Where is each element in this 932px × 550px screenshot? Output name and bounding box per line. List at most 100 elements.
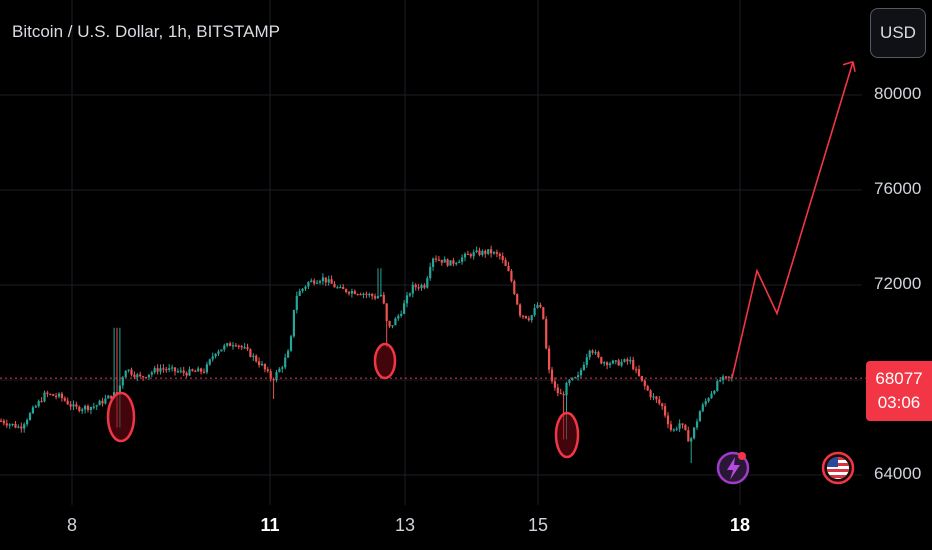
candle-body	[356, 294, 359, 296]
candle-body	[632, 359, 635, 370]
currency-button[interactable]: USD	[870, 8, 926, 58]
time-tick-11: 11	[260, 515, 280, 535]
candle-body	[458, 261, 461, 263]
candle-body	[408, 293, 411, 296]
candle-body	[434, 258, 438, 260]
candle-body	[133, 374, 136, 378]
candle-body	[330, 279, 333, 284]
candle-body	[266, 369, 269, 372]
current-price-tag: 68077 03:06	[866, 361, 932, 421]
arrowhead-stroke	[852, 61, 856, 72]
candle-body	[14, 423, 17, 428]
candle-body	[362, 293, 365, 295]
candle-body	[400, 313, 403, 316]
candle-body	[530, 315, 533, 321]
highlight-circle	[106, 391, 136, 443]
candle-body	[240, 345, 243, 348]
candle-body	[5, 423, 8, 426]
candle-body	[289, 336, 293, 351]
candle-body	[626, 359, 629, 362]
candle-body	[469, 254, 472, 257]
price-tick-76000: 76000	[874, 179, 922, 198]
candle-body	[669, 424, 672, 430]
candle-body	[287, 350, 290, 358]
candle-body	[516, 294, 519, 305]
candle-body	[608, 363, 612, 366]
candle-body	[194, 370, 197, 373]
candle-body	[316, 282, 319, 284]
time-tick-18: 18	[729, 515, 751, 535]
candle-body	[481, 250, 484, 256]
candle-body	[272, 379, 275, 381]
candle-body	[617, 360, 620, 366]
candle-body	[57, 393, 61, 397]
candle-body	[600, 357, 603, 364]
candle-body	[284, 357, 287, 368]
candle-body	[713, 390, 716, 394]
candle-body	[690, 438, 693, 442]
candle-body	[603, 362, 606, 364]
candle-body	[417, 287, 420, 289]
candle-body	[374, 296, 377, 299]
candle-body	[255, 355, 258, 362]
candle-body	[548, 348, 551, 370]
candle-body	[159, 368, 162, 372]
candle-body	[524, 315, 527, 319]
candle-body	[171, 367, 174, 369]
candle-body	[724, 376, 728, 378]
grid-lines	[0, 0, 862, 505]
candle-body	[136, 374, 139, 378]
candle-body	[507, 265, 510, 271]
candle-body	[304, 286, 307, 289]
candle-body	[37, 400, 40, 407]
candle-body	[333, 283, 336, 288]
candle-body	[490, 249, 493, 254]
candle-body	[620, 361, 623, 366]
candle-body	[84, 405, 87, 410]
candle-body	[342, 287, 345, 290]
candle-body	[336, 287, 339, 289]
candle-body	[559, 392, 562, 395]
candle-body	[652, 396, 655, 398]
candle-body	[722, 376, 725, 381]
candle-body	[246, 347, 249, 350]
candle-body	[521, 315, 525, 317]
candle-body	[684, 424, 687, 431]
candle-body	[719, 380, 722, 382]
candle-body	[345, 289, 348, 293]
candle-body	[162, 368, 165, 370]
candle-body	[292, 309, 295, 337]
us-flag-event-icon[interactable]	[821, 451, 855, 485]
candle-body	[649, 390, 652, 398]
candle-body	[23, 424, 26, 429]
candle-body	[234, 345, 237, 347]
candle-body	[646, 386, 649, 391]
candle-body	[98, 400, 101, 406]
lightning-event-icon[interactable]	[716, 451, 750, 485]
candle-body	[118, 385, 121, 393]
candle-body	[127, 369, 130, 371]
candle-body	[200, 368, 203, 372]
candle-body	[107, 395, 110, 399]
candle-body	[466, 253, 469, 255]
candle-body	[69, 404, 72, 407]
candle-body	[432, 258, 435, 267]
candle-body	[252, 355, 255, 357]
candle-body	[202, 371, 206, 373]
candle-body	[550, 369, 554, 382]
candle-body	[716, 381, 719, 391]
symbol-title[interactable]: Bitcoin / U.S. Dollar, 1h, BITSTAMP	[12, 22, 280, 41]
candle-body	[188, 369, 191, 376]
candle-body	[301, 288, 304, 292]
candle-body	[313, 280, 316, 284]
candle-body	[40, 400, 43, 403]
time-tick-15: 15	[527, 515, 549, 535]
projection-arrowhead	[842, 60, 856, 72]
candle-body	[382, 294, 385, 304]
candle-body	[350, 290, 353, 294]
candle-body	[487, 249, 490, 254]
candle-body	[173, 367, 177, 372]
price-tick-64000: 64000	[874, 464, 922, 483]
candle-body	[577, 375, 580, 378]
